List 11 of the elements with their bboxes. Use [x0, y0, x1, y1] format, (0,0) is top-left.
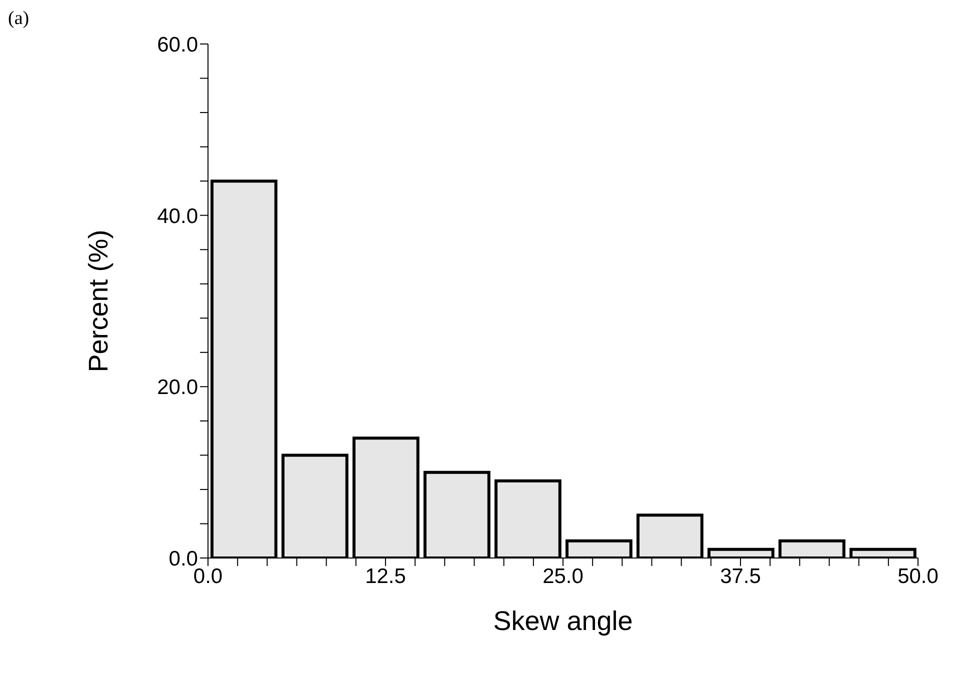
- x-tick-label: 0.0: [193, 564, 223, 588]
- x-tick-label: 37.5: [720, 564, 761, 588]
- y-tick-label: 20.0: [157, 376, 198, 400]
- x-axis-title: Skew angle: [493, 606, 633, 636]
- x-tick-label: 50.0: [898, 564, 938, 588]
- y-tick-label: 60.0: [157, 33, 198, 56]
- text: (a): [8, 8, 30, 30]
- x-tick-label: 25.0: [542, 564, 584, 588]
- y-axis-title: Percent (%): [84, 230, 114, 372]
- x-tick-label: 12.5: [365, 564, 406, 588]
- y-tick-label: 40.0: [157, 204, 198, 228]
